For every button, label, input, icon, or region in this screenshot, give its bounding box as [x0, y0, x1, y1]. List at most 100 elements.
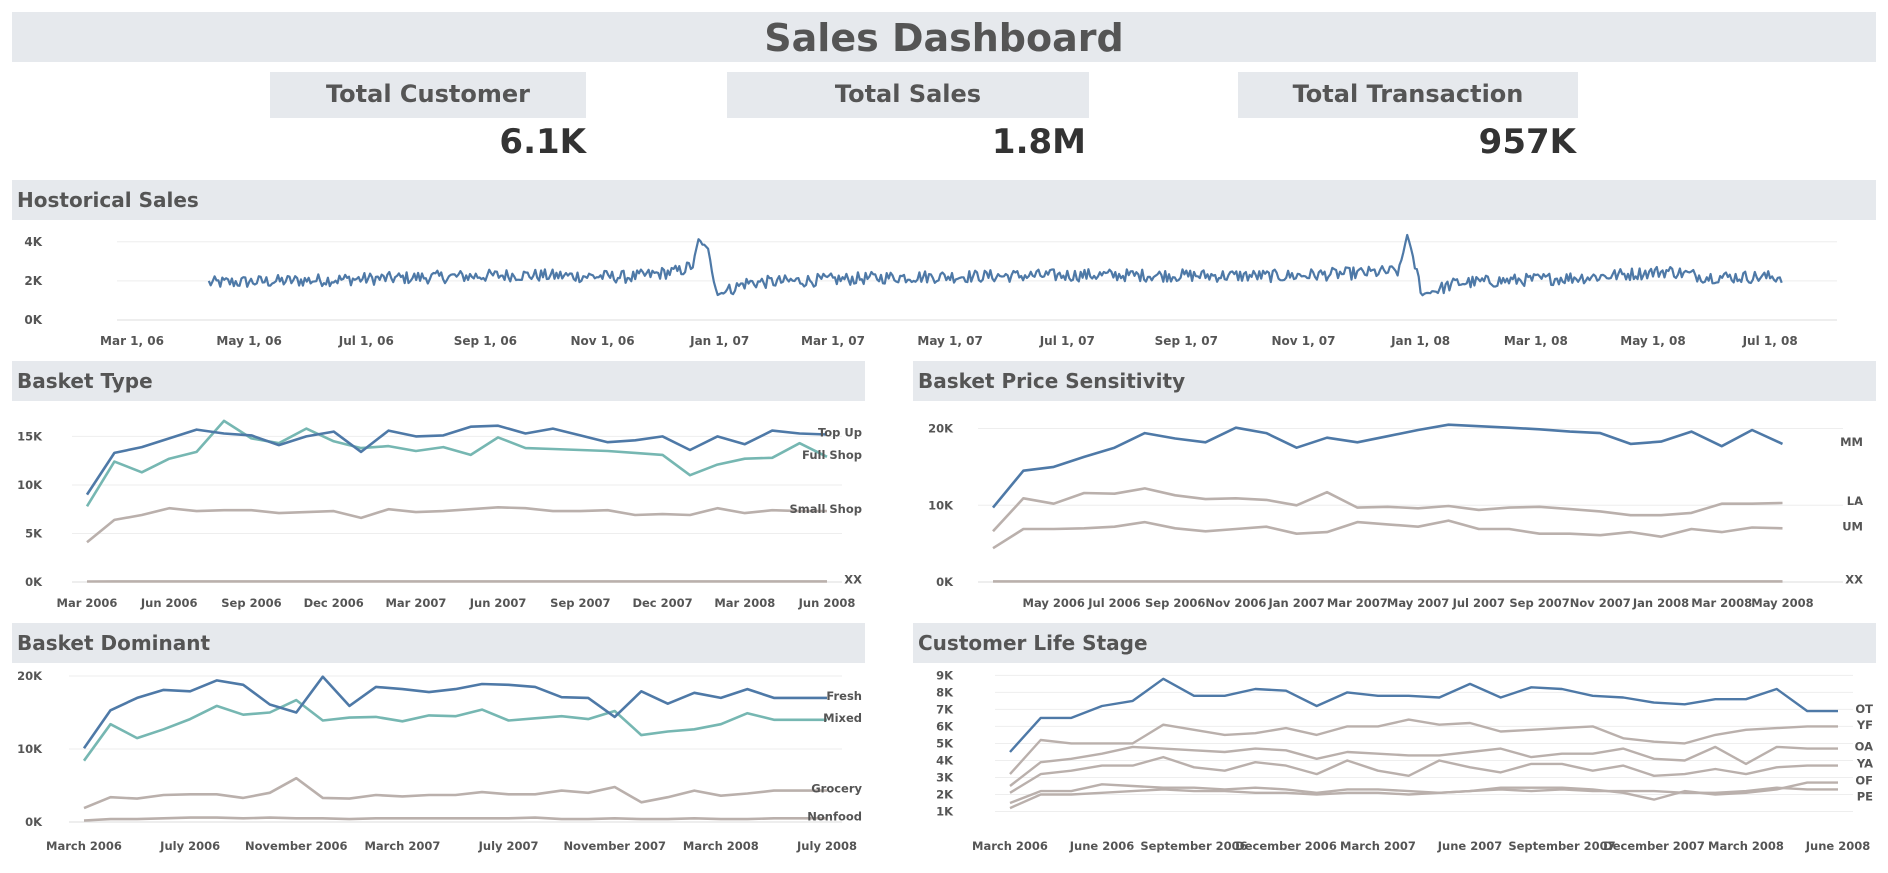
- series-end-label-pe: PE: [1857, 790, 1873, 804]
- y-tick-label: 10K: [928, 498, 954, 512]
- x-tick-label: December 2006: [1235, 839, 1337, 853]
- x-tick-label: Sep 2007: [1509, 596, 1569, 610]
- x-tick-label: Jul 1, 07: [1039, 334, 1095, 348]
- life-stage-header: Customer Life Stage: [913, 623, 1876, 663]
- series-line-mixed: [84, 700, 827, 761]
- kpi-transaction-value: 957K: [1430, 122, 1576, 162]
- series-line-ya: [1010, 757, 1838, 793]
- x-tick-label: Sep 1, 07: [1155, 334, 1218, 348]
- kpi-customer-value: 6.1K: [440, 122, 586, 162]
- x-tick-label: Mar 1, 08: [1504, 334, 1568, 348]
- series-line-ot: [1010, 679, 1838, 752]
- x-tick-label: July 2008: [796, 839, 857, 853]
- series-line-small-shop: [87, 507, 827, 542]
- x-tick-label: June 2008: [1805, 839, 1870, 853]
- y-tick-label: 4K: [936, 753, 954, 767]
- basket-dominant-title: Basket Dominant: [17, 631, 210, 655]
- x-tick-label: Jul 2006: [1087, 596, 1140, 610]
- x-tick-label: Dec 2007: [632, 596, 692, 610]
- x-tick-label: Jun 2008: [798, 596, 856, 610]
- x-tick-label: Jul 1, 08: [1742, 334, 1798, 348]
- x-tick-label: June 2006: [1069, 839, 1134, 853]
- kpi-sales-value: 1.8M: [940, 122, 1086, 162]
- basket-type-chart: 15K 10K 5K 0K Mar 2006 Jun 2006 Sep 2006 Dec 20…: [12, 407, 865, 617]
- series-line-um: [993, 521, 1783, 549]
- x-tick-label: Mar 2007: [385, 596, 446, 610]
- x-tick-label: Mar 1, 07: [801, 334, 865, 348]
- x-tick-label: Jan 2007: [1268, 596, 1325, 610]
- y-tick-label: 0K: [24, 313, 42, 327]
- series-end-label-yf: YF: [1856, 718, 1873, 732]
- x-tick-label: Sep 1, 06: [454, 334, 517, 348]
- basket-type-title: Basket Type: [17, 369, 153, 393]
- kpi-sales-label: Total Sales: [727, 80, 1089, 108]
- y-tick-label: 7K: [936, 702, 954, 716]
- x-tick-label: September 2007: [1508, 839, 1615, 853]
- x-tick-label: Dec 2006: [304, 596, 364, 610]
- x-tick-label: March 2008: [683, 839, 759, 853]
- y-tick-label: 8K: [936, 685, 954, 699]
- y-tick-label: 3K: [936, 770, 954, 784]
- series-end-label-um: UM: [1842, 519, 1863, 533]
- x-tick-label: Mar 2008: [1691, 596, 1752, 610]
- x-tick-label: November 2007: [563, 839, 666, 853]
- y-tick-label: 1K: [936, 804, 954, 818]
- y-tick-label: 2K: [936, 787, 954, 801]
- x-tick-label: Nov 1, 07: [1271, 334, 1335, 348]
- price-sensitivity-title: Basket Price Sensitivity: [918, 369, 1185, 393]
- y-tick-label: 9K: [936, 668, 954, 682]
- x-tick-label: December 2007: [1603, 839, 1705, 853]
- x-tick-label: May 2008: [1751, 596, 1813, 610]
- y-tick-label: 15K: [17, 429, 43, 443]
- x-tick-label: Sep 2007: [550, 596, 610, 610]
- x-tick-label: September 2006: [1140, 839, 1247, 853]
- series-end-label-ya: YA: [1856, 757, 1873, 771]
- x-tick-label: Mar 2008: [714, 596, 775, 610]
- x-tick-label: June 2007: [1437, 839, 1502, 853]
- series-end-label-fresh: Fresh: [826, 689, 862, 703]
- series-end-label-mm: MM: [1840, 435, 1863, 449]
- series-end-label-full-shop: Full Shop: [802, 448, 862, 462]
- x-tick-label: Jan 2008: [1632, 596, 1689, 610]
- series-line-grocery: [84, 778, 827, 808]
- y-tick-label: 4K: [24, 235, 42, 249]
- x-tick-label: May 1, 06: [216, 334, 281, 348]
- series-end-label-xx: XX: [1845, 572, 1863, 586]
- historical-sales-header: Hostorical Sales: [12, 180, 1876, 220]
- y-tick-label: 10K: [17, 478, 43, 492]
- series-end-label-mixed: Mixed: [823, 711, 862, 725]
- series-end-label-oa: OA: [1855, 740, 1873, 754]
- x-tick-label: November 2006: [245, 839, 348, 853]
- x-tick-label: March 2007: [1340, 839, 1416, 853]
- y-tick-label: 5K: [25, 526, 43, 540]
- y-tick-label: 20K: [928, 422, 954, 436]
- life-stage-chart: 9K 8K 7K 6K 5K 4K 3K 2K 1K March 2006 June 2006 Sep…: [913, 668, 1876, 866]
- x-tick-label: Sep 2006: [221, 596, 281, 610]
- series-line-mm: [993, 425, 1783, 508]
- series-end-label-small-shop: Small Shop: [789, 502, 862, 516]
- x-tick-label: Jun 2007: [469, 596, 527, 610]
- series-line-full-shop: [87, 421, 827, 506]
- series-end-label-nonfood: Nonfood: [807, 809, 862, 823]
- basket-type-header: Basket Type: [12, 361, 865, 401]
- x-tick-label: Sep 2006: [1145, 596, 1205, 610]
- kpi-customer-label: Total Customer: [270, 80, 586, 108]
- life-stage-title: Customer Life Stage: [918, 631, 1148, 655]
- x-tick-label: March 2006: [46, 839, 122, 853]
- x-tick-label: Nov 2007: [1570, 596, 1631, 610]
- x-tick-label: Jul 2007: [1452, 596, 1505, 610]
- page-title: Sales Dashboard: [12, 16, 1876, 60]
- historical-sales-chart: 4K 2K 0K Mar 1, 06 May 1, 06 Jul 1, 06 Sep 1, …: [12, 226, 1876, 354]
- series-end-label-ot: OT: [1855, 702, 1873, 716]
- kpi-transaction-header: Total Transaction: [1238, 72, 1578, 118]
- y-tick-label: 0K: [25, 815, 43, 829]
- x-tick-label: May 1, 07: [917, 334, 982, 348]
- series-end-label-xx: XX: [844, 572, 862, 586]
- x-tick-label: Jun 2006: [140, 596, 198, 610]
- y-tick-label: 0K: [25, 575, 43, 589]
- price-sensitivity-header: Basket Price Sensitivity: [913, 361, 1876, 401]
- x-tick-label: Mar 1, 06: [100, 334, 164, 348]
- x-tick-label: March 2006: [972, 839, 1048, 853]
- series-line-sales: [209, 235, 1782, 295]
- x-tick-label: Nov 1, 06: [570, 334, 634, 348]
